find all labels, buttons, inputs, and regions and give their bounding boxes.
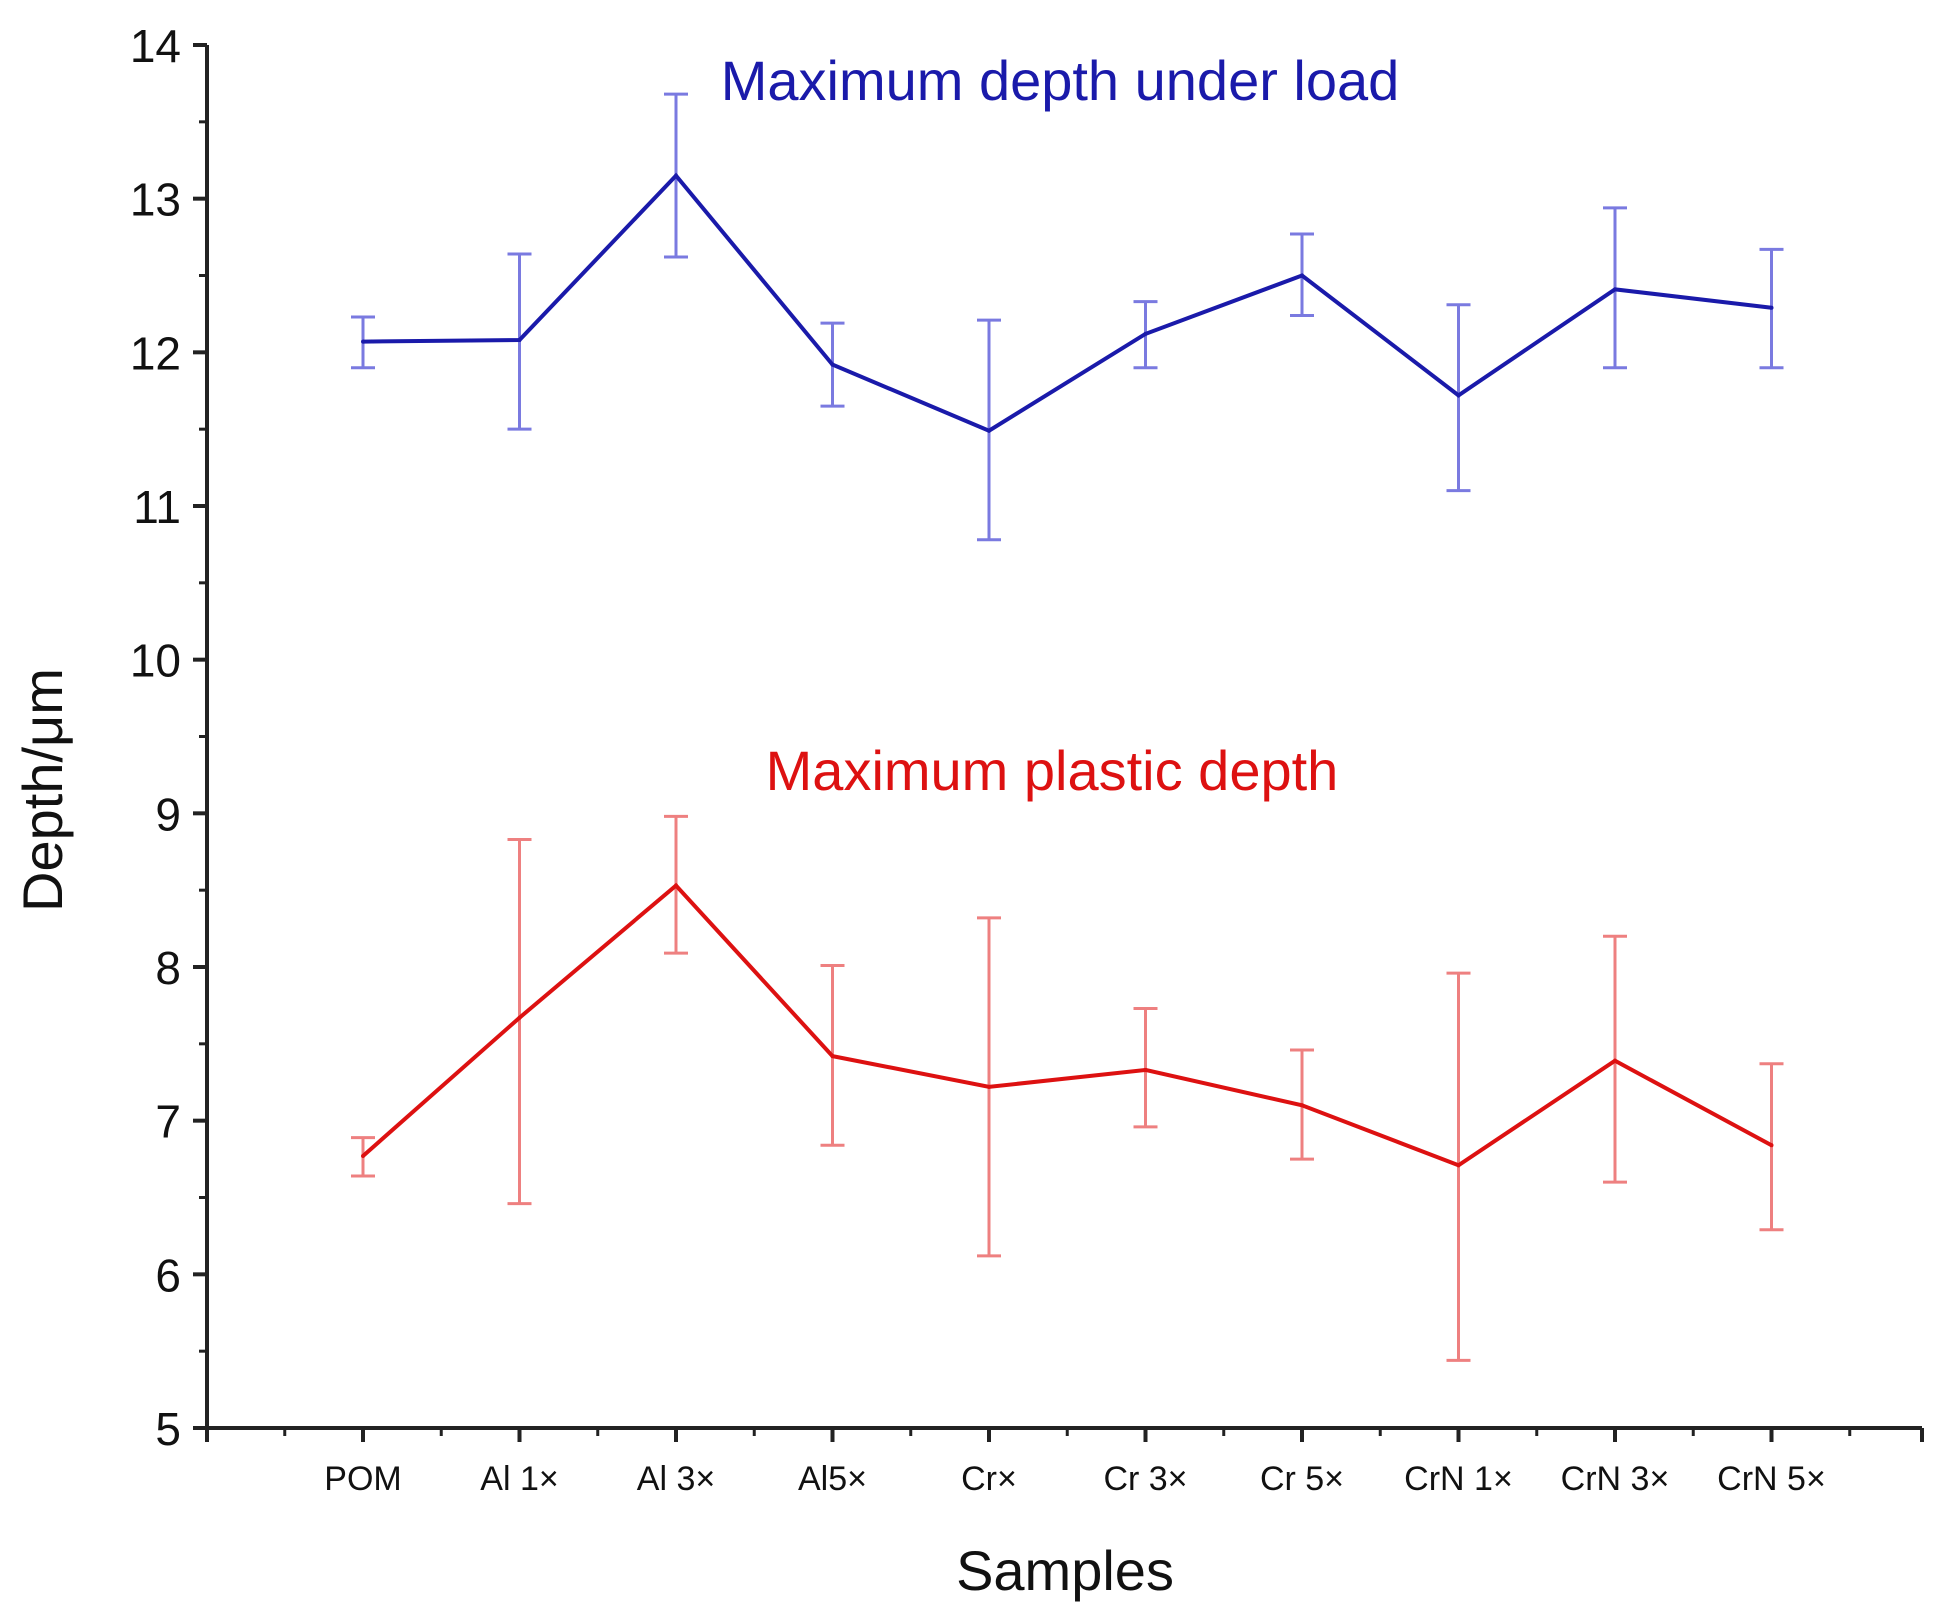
y-tick-label: 10 — [130, 635, 181, 687]
data-point — [830, 362, 835, 367]
x-axis-label: Samples — [956, 1539, 1174, 1602]
x-tick-label: CrN 3× — [1561, 1460, 1670, 1498]
y-tick-label: 5 — [155, 1403, 181, 1455]
y-tick-label: 13 — [130, 174, 181, 226]
data-point — [517, 338, 522, 343]
data-point — [1143, 331, 1148, 336]
x-tick-label: POM — [324, 1460, 401, 1498]
annotation-max-plastic-depth: Maximum plastic depth — [766, 739, 1339, 802]
x-tick-label: Al 3× — [637, 1460, 715, 1498]
y-tick-label: 7 — [155, 1096, 181, 1148]
axes: 5 6 7 8 9 10 11 12 13 14 POM Al 1× Al 3× Al5× Cr× Cr 3×… — [130, 20, 1924, 1498]
y-tick-label: 6 — [155, 1249, 181, 1301]
x-tick-label: CrN 1× — [1404, 1460, 1513, 1498]
x-tick-label: Al5× — [798, 1460, 867, 1498]
data-point — [987, 1084, 991, 1089]
data-point — [830, 1054, 835, 1059]
data-point — [1613, 1058, 1617, 1063]
error-bar — [1133, 1006, 1158, 1129]
data-point — [517, 1015, 522, 1020]
series-layer — [351, 92, 1784, 1362]
series-line — [362, 172, 1772, 433]
data-point — [1769, 1143, 1774, 1148]
error-bar — [507, 837, 532, 1206]
data-point — [674, 883, 678, 888]
data-point — [1300, 273, 1304, 278]
data-point — [1143, 1067, 1148, 1072]
series-1 — [351, 814, 1784, 1362]
data-point — [987, 428, 991, 433]
series-0 — [351, 92, 1784, 542]
data-point — [1300, 1103, 1304, 1108]
data-point — [674, 173, 678, 178]
y-tick-label: 11 — [133, 481, 181, 533]
x-tick-label: Cr 5× — [1260, 1460, 1344, 1498]
data-point — [1456, 1163, 1461, 1168]
y-tick-label: 14 — [130, 20, 181, 72]
data-point — [361, 339, 365, 344]
annotation-max-depth-under-load: Maximum depth under load — [721, 49, 1400, 112]
data-point — [1613, 287, 1617, 292]
x-tick-label: Al 1× — [480, 1460, 558, 1498]
x-tick-label: Cr× — [961, 1460, 1017, 1498]
y-axis-label: Depth/μm — [11, 668, 74, 912]
x-tick-label: CrN 5× — [1717, 1460, 1826, 1498]
y-tick-label: 8 — [155, 942, 181, 994]
x-tick-label: Cr 3× — [1103, 1460, 1187, 1498]
data-point — [1456, 393, 1461, 398]
y-tick-label: 9 — [155, 788, 181, 840]
data-point — [1769, 305, 1774, 310]
series-line — [361, 882, 1773, 1168]
y-tick-label: 12 — [130, 327, 181, 379]
data-point — [361, 1154, 365, 1159]
